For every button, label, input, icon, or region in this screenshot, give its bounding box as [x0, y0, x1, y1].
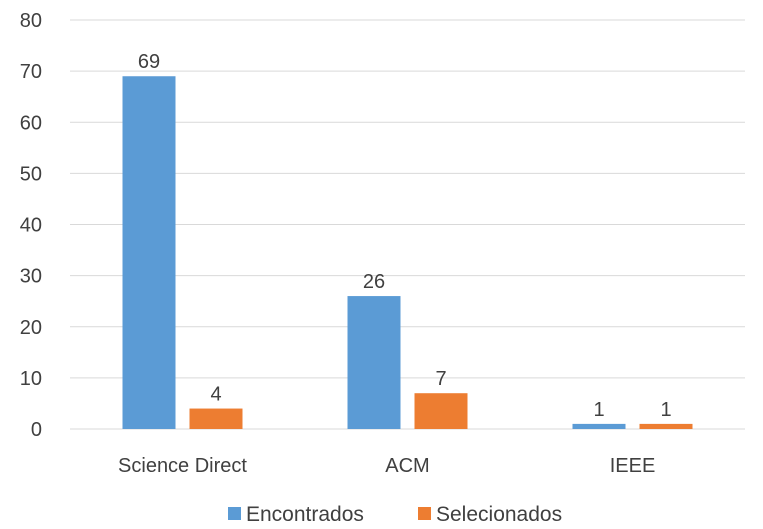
y-tick-label: 20 [20, 317, 42, 339]
data-label: 7 [435, 368, 446, 390]
bar-encontrados-science-direct [122, 76, 176, 430]
bars [122, 76, 693, 430]
gridlines [70, 19, 745, 430]
y-tick-label: 80 [20, 10, 42, 32]
data-label: 69 [138, 51, 160, 73]
bar-encontrados-ieee [572, 423, 626, 429]
data-labels: 69 4 26 7 1 1 [138, 51, 672, 421]
bar-encontrados-acm [347, 296, 401, 429]
legend-swatch-selecionados [418, 507, 431, 520]
y-tick-label: 0 [31, 419, 42, 441]
x-category-label: IEEE [610, 455, 656, 477]
y-tick-label: 50 [20, 163, 42, 185]
y-tick-label: 70 [20, 61, 42, 83]
y-tick-label: 60 [20, 112, 42, 134]
legend-label-selecionados: Selecionados [436, 503, 562, 526]
legend: Encontrados Selecionados [228, 503, 562, 526]
y-tick-label: 40 [20, 215, 42, 237]
y-tick-label: 10 [20, 368, 42, 390]
x-category-label: ACM [385, 455, 429, 477]
y-axis-tick-labels: 0 10 20 30 40 50 60 70 80 [20, 10, 42, 441]
data-label: 1 [660, 399, 671, 421]
x-axis-category-labels: Science Direct ACM IEEE [118, 455, 655, 477]
y-tick-label: 30 [20, 266, 42, 288]
bar-selecionados-ieee [639, 423, 693, 429]
data-label: 1 [593, 399, 604, 421]
bar-selecionados-acm [414, 393, 468, 429]
legend-label-encontrados: Encontrados [246, 503, 364, 526]
data-label: 26 [363, 271, 385, 293]
data-label: 4 [210, 384, 221, 406]
bar-selecionados-science-direct [189, 408, 243, 429]
legend-swatch-encontrados [228, 507, 241, 520]
x-category-label: Science Direct [118, 455, 247, 477]
